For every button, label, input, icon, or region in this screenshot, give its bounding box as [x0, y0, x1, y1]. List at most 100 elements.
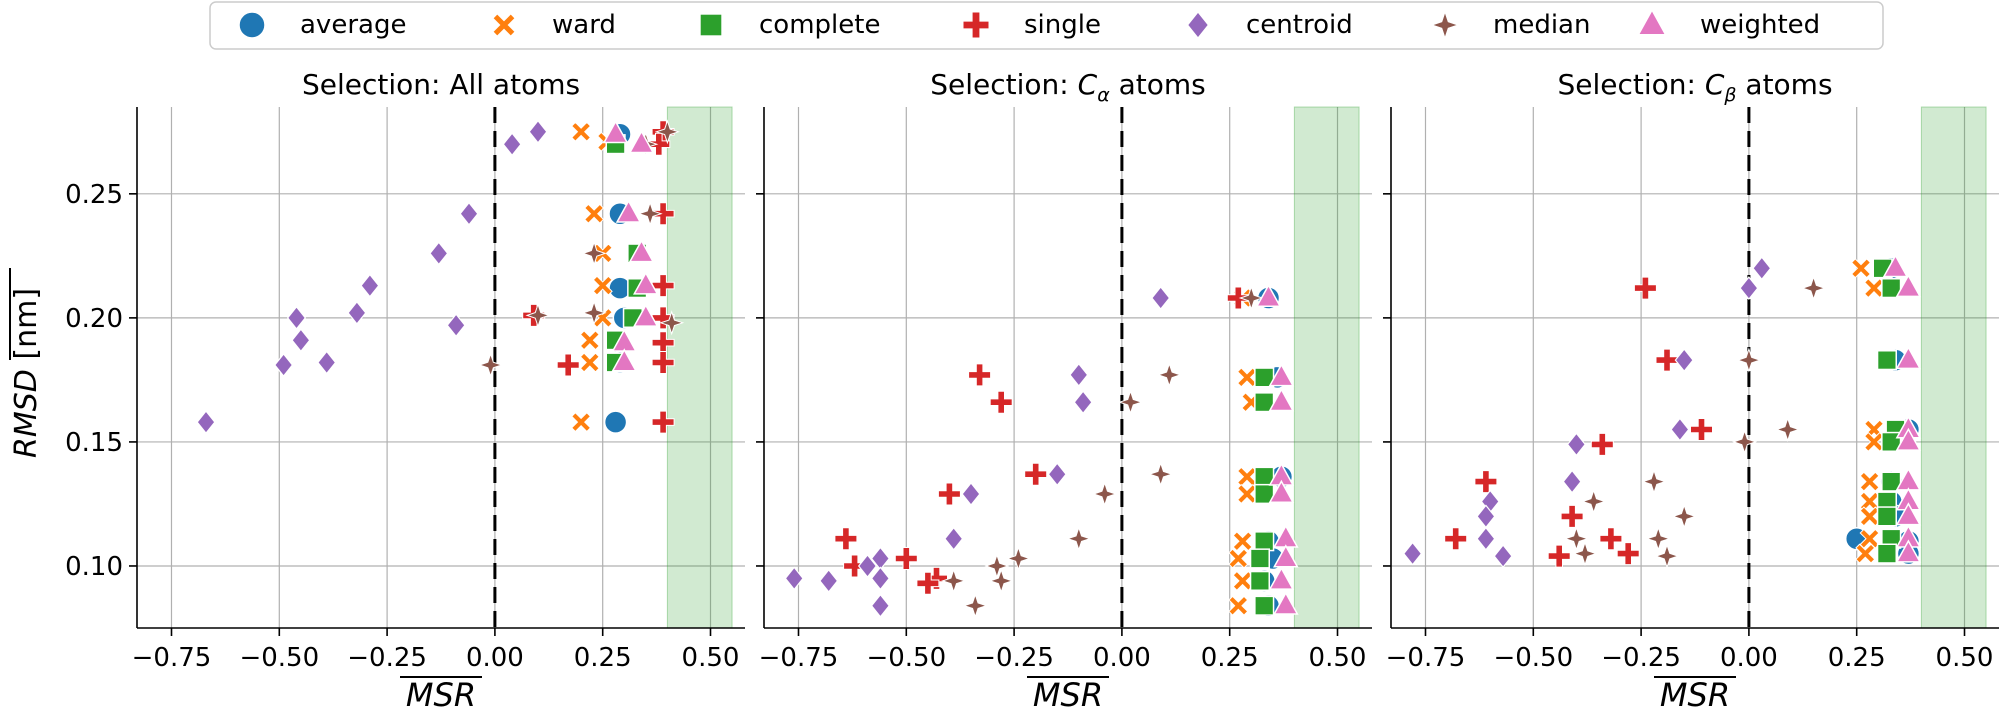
x-tick-label: −0.50 [239, 643, 319, 673]
point-single [1560, 504, 1584, 528]
x-tick-label: −0.50 [866, 643, 946, 673]
y-tick-label: 0.20 [65, 304, 123, 334]
point-median [1563, 526, 1589, 552]
point-centroid [1566, 432, 1586, 457]
point-centroid [286, 305, 307, 330]
target-band [1293, 106, 1360, 629]
point-weighted [632, 271, 659, 295]
point-ward [1855, 543, 1876, 564]
point-median [581, 240, 607, 266]
point-single [651, 274, 675, 298]
point-ward [1228, 548, 1249, 569]
point-weighted [1882, 254, 1909, 278]
point-centroid [317, 350, 337, 375]
legend: average ward complete single centroid me… [209, 1, 1884, 50]
point-median [1572, 541, 1598, 567]
legend-label-average: average [300, 10, 406, 40]
x-tick-label: −0.75 [1386, 643, 1466, 673]
point-median [941, 568, 967, 594]
point-single [651, 306, 675, 330]
point-average [603, 410, 628, 434]
point-centroid [784, 566, 804, 591]
point-complete [1876, 543, 1898, 564]
y-tick-label: 0.25 [65, 180, 123, 210]
point-ward [579, 352, 600, 373]
legend-label-ward: ward [552, 10, 616, 40]
point-median [1117, 389, 1144, 415]
point-centroid [1476, 526, 1496, 551]
point-ward [571, 121, 592, 142]
point-centroid [857, 554, 878, 578]
x-tick-label: 0.25 [574, 643, 632, 673]
point-complete [1254, 595, 1275, 616]
legend-entry-median: median [1430, 10, 1590, 40]
legend-marker-weighted [1637, 8, 1667, 36]
point-centroid [1739, 276, 1759, 301]
legend-marker-ward [492, 13, 516, 37]
panel-title-ca-atoms: Selection: Cα atoms [930, 68, 1206, 106]
point-single [556, 353, 580, 377]
point-median [1148, 461, 1174, 487]
panel-ca-atoms: −0.75 −0.50 −0.25 0.00 0.25 0.50 [756, 106, 1372, 673]
point-centroid [1562, 469, 1582, 494]
point-weighted [1895, 427, 1922, 451]
point-centroid [1047, 462, 1067, 487]
point-centroid [1403, 541, 1423, 566]
point-weighted [632, 303, 659, 327]
point-single [894, 547, 918, 570]
point-centroid [961, 482, 981, 506]
point-single [1547, 544, 1571, 568]
y-tick-label: 0.15 [65, 428, 123, 458]
point-median [637, 201, 663, 227]
x-tick-label: −0.50 [1493, 643, 1573, 673]
point-centroid [429, 241, 449, 266]
point-centroid [459, 201, 479, 226]
legend-entry-average: average [238, 10, 406, 40]
legend-marker-median [1430, 10, 1460, 40]
point-single [916, 571, 940, 595]
x-tick-label: 0.00 [1720, 643, 1778, 673]
point-centroid [944, 526, 964, 551]
legend-marker-centroid [1186, 11, 1210, 39]
legend-label-single: single [1024, 10, 1101, 40]
point-weighted [1895, 273, 1922, 298]
x-axis-label-2: MSR [1660, 676, 1730, 713]
point-median [1732, 429, 1758, 455]
point-median [1671, 503, 1697, 529]
point-ward [1859, 471, 1880, 492]
point-weighted [1268, 387, 1295, 412]
target-band [666, 106, 733, 629]
point-weighted [628, 129, 655, 154]
point-weighted [1268, 566, 1295, 590]
legend-entry-weighted: weighted [1637, 8, 1820, 40]
point-weighted [1272, 544, 1299, 568]
y-axis-label: RMSD [nm] [9, 288, 44, 458]
point-centroid [1493, 544, 1513, 569]
x-tick-label: 0.50 [1936, 643, 1994, 673]
x-tick-label: 0.00 [466, 643, 524, 673]
point-weighted [1895, 345, 1922, 370]
point-centroid [360, 273, 380, 298]
panel-title-all-atoms: Selection: All atoms [302, 68, 580, 101]
target-band [1920, 106, 1987, 629]
point-centroid [347, 300, 367, 325]
x-tick-label: 0.50 [1309, 643, 1367, 673]
point-centroid [1670, 417, 1690, 442]
legend-label-median: median [1493, 10, 1590, 40]
point-single [834, 527, 858, 551]
point-median [1238, 285, 1264, 311]
point-single [651, 351, 675, 374]
point-centroid [819, 568, 839, 593]
point-weighted [615, 199, 642, 223]
point-median [1092, 481, 1118, 507]
point-complete [1881, 471, 1902, 492]
point-median [478, 352, 504, 378]
point-single [1599, 527, 1623, 551]
panel-all-atoms: −0.75 −0.50 −0.25 0.00 0.25 0.50 0.10 0.15 0.20 0… [65, 106, 745, 673]
point-median [1736, 347, 1762, 373]
point-ward [1850, 258, 1872, 279]
point-median [988, 568, 1014, 594]
point-median [654, 119, 680, 145]
point-single [937, 482, 961, 506]
